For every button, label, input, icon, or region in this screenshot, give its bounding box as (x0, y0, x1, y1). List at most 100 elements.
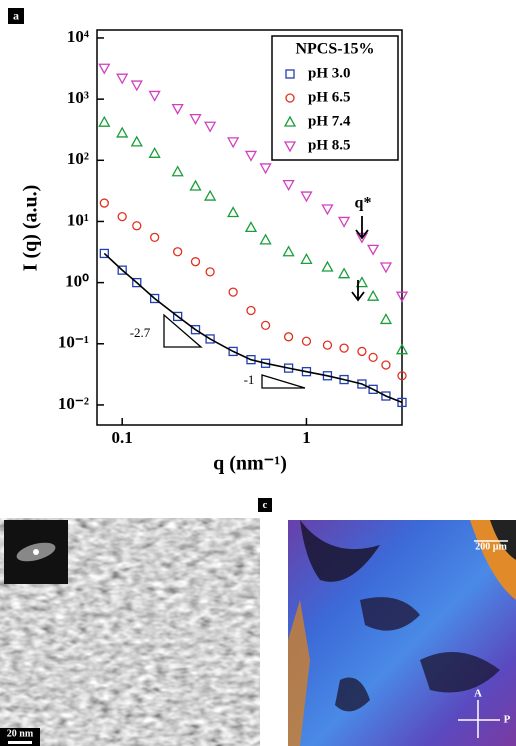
marker (379, 313, 393, 325)
scale-label: 20 nm (7, 728, 34, 739)
marker (282, 245, 295, 257)
x-tick-label: 0.1 (112, 428, 133, 447)
y-axis-label: I (q) (a.u.) (20, 185, 42, 272)
marker (98, 115, 111, 127)
series (98, 115, 409, 355)
slope-triangle (261, 374, 306, 389)
arrow (355, 216, 369, 240)
marker (397, 371, 407, 381)
scale-bar (8, 741, 32, 744)
marker (205, 334, 215, 344)
marker (301, 336, 312, 346)
x-tick-label: 1 (302, 428, 311, 447)
arrow (351, 280, 365, 302)
marker (190, 325, 201, 335)
analyzer-label: A (474, 688, 482, 700)
marker (130, 135, 143, 147)
marker (322, 340, 333, 350)
marker (227, 206, 240, 218)
marker (171, 165, 184, 177)
marker (246, 355, 256, 365)
marker (246, 305, 256, 316)
panel-label: a (13, 8, 19, 22)
marker (117, 265, 127, 275)
marker (99, 198, 109, 208)
marker (228, 346, 238, 357)
scale-label: 200 µm (475, 541, 507, 552)
annotation: -1 (244, 372, 255, 387)
y-tick-label: 10⁴ (67, 27, 89, 46)
y-tick-label: 10¹ (67, 210, 89, 229)
marker (259, 233, 272, 245)
marker (259, 163, 272, 175)
series (99, 198, 407, 381)
marker (337, 267, 351, 279)
marker (357, 379, 367, 389)
panel-label-box (8, 8, 24, 24)
marker (203, 189, 217, 201)
legend-label: pH 3.0 (308, 65, 351, 81)
marker (321, 260, 334, 272)
marker (173, 311, 183, 322)
legend-box (271, 35, 399, 161)
y-tick-label: 10⁻¹ (58, 333, 89, 352)
marker (148, 146, 161, 158)
marker (300, 191, 313, 203)
marker (368, 352, 378, 363)
polarizer-cross (458, 700, 500, 738)
marker (339, 374, 349, 385)
legend-title: NPCS-15% (295, 41, 374, 58)
marker (190, 257, 201, 267)
marker (283, 115, 297, 127)
marker (381, 391, 391, 401)
fit-line (103, 252, 403, 404)
legend-label: pH 7.4 (308, 113, 351, 129)
slope-triangle (163, 313, 203, 348)
marker (203, 121, 217, 133)
marker (285, 93, 295, 103)
polarizer-label: P (504, 714, 511, 726)
y-tick-label: 10⁻² (58, 394, 89, 413)
marker (355, 276, 369, 288)
y-tick-label: 10⁰ (65, 272, 89, 291)
marker (260, 358, 271, 368)
marker (149, 232, 160, 242)
marker (282, 179, 295, 191)
marker (395, 291, 409, 303)
marker (149, 293, 160, 304)
marker (116, 126, 129, 138)
marker (132, 277, 142, 288)
legend-label: pH 6.5 (308, 89, 351, 105)
marker (148, 90, 161, 102)
marker (244, 150, 258, 162)
dark-fragment (300, 520, 380, 582)
dark-fragment (490, 520, 516, 560)
dark-fragment (420, 652, 500, 693)
marker (367, 244, 380, 256)
marker (357, 346, 367, 357)
dark-fragment (360, 597, 420, 631)
marker (244, 221, 258, 233)
marker (379, 262, 393, 274)
marker (116, 73, 129, 85)
fft-center (33, 549, 39, 555)
x-axis-label: q (nm⁻¹) (213, 453, 287, 475)
marker (99, 248, 109, 259)
marker (117, 211, 127, 222)
marker (98, 63, 111, 75)
series (99, 248, 407, 408)
marker (395, 343, 409, 355)
marker (321, 204, 334, 216)
plot-frame (96, 29, 403, 426)
pom-image: 200 µm A P (288, 520, 516, 746)
annotation: q* (355, 195, 372, 212)
panel-label-box (258, 498, 272, 512)
y-tick-label: 10² (67, 149, 89, 168)
marker (367, 289, 380, 301)
marker (205, 267, 215, 277)
marker (228, 287, 238, 297)
marker (339, 343, 349, 353)
y-tick-label: 10³ (67, 88, 89, 107)
marker (283, 141, 297, 153)
